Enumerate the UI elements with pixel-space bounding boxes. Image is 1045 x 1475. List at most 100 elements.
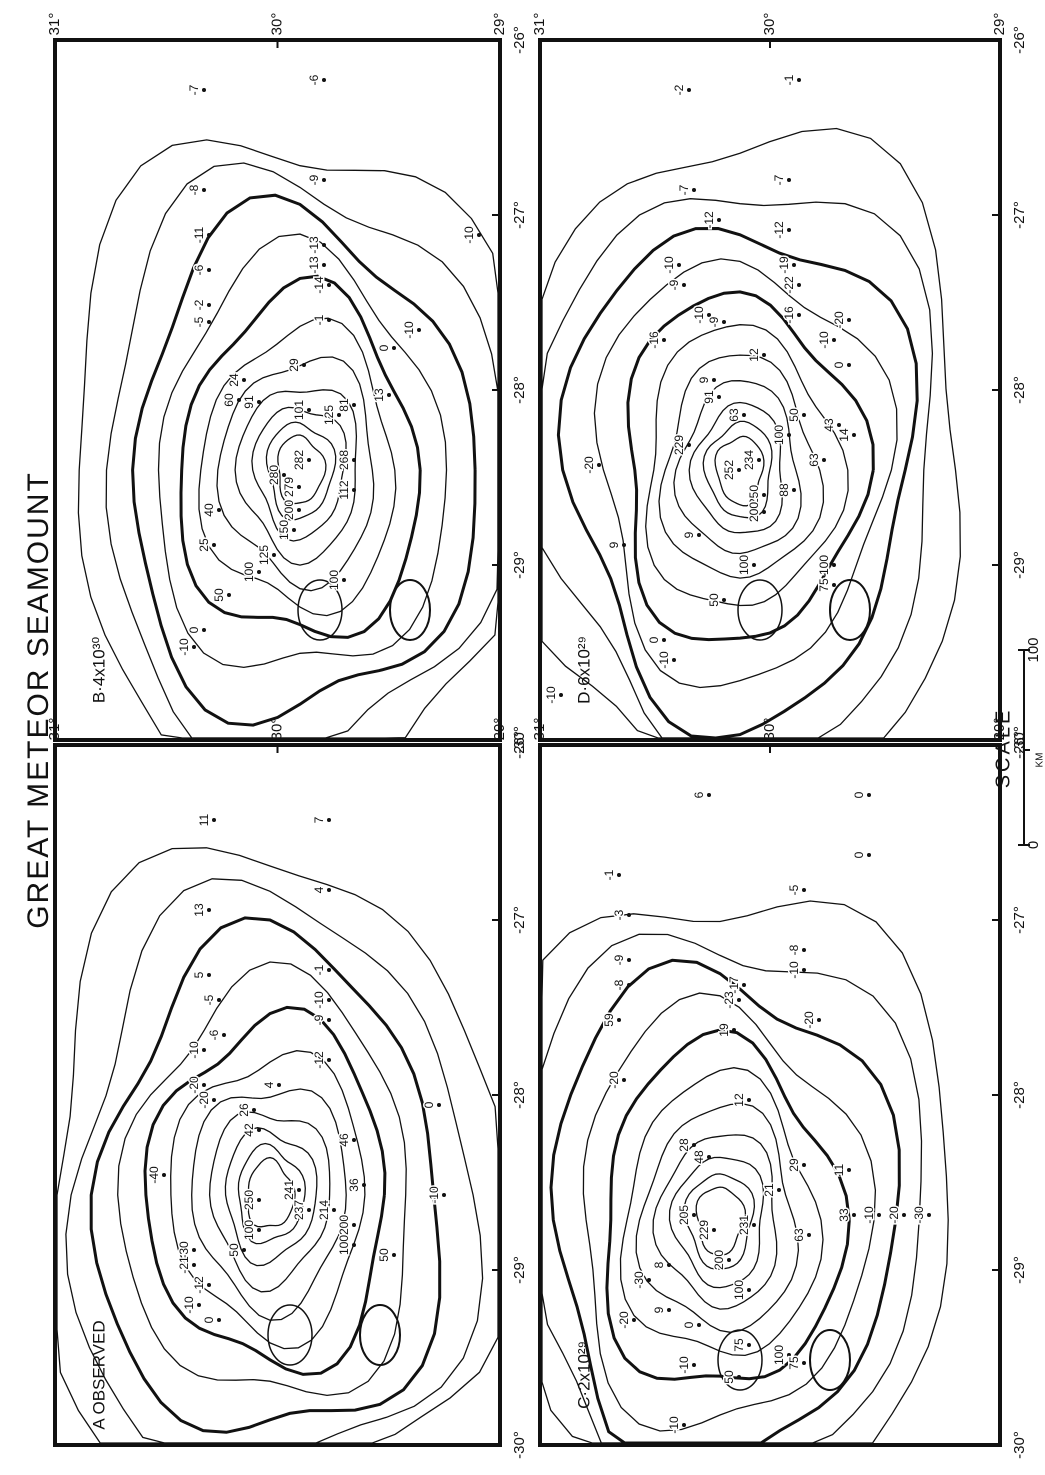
station-dot [352, 403, 356, 407]
contour-label: -10 [312, 991, 326, 1009]
station-dot [662, 638, 666, 642]
contour-label: 100 [337, 1235, 351, 1255]
contour-label: -9 [312, 1014, 326, 1025]
station-dot [847, 363, 851, 367]
contour-label: 50 [722, 1370, 736, 1384]
longitude-tick-label: -29° [1011, 551, 1028, 579]
station-dot [787, 433, 791, 437]
contour-label: 50 [227, 1243, 241, 1257]
station-dot [742, 413, 746, 417]
station-dot [257, 1128, 261, 1132]
contour-label: 75 [732, 1338, 746, 1352]
contour-label: 50 [212, 588, 226, 602]
contour-label: 7 [312, 816, 326, 823]
station-dot [327, 818, 331, 822]
station-dot [207, 268, 211, 272]
station-dot [682, 1423, 686, 1427]
station-dot [257, 1228, 261, 1232]
station-dot [392, 346, 396, 350]
station-dot [477, 233, 481, 237]
station-dot [712, 378, 716, 382]
station-dot [847, 318, 851, 322]
contour-label: 26 [237, 1103, 251, 1117]
contour-label: 88 [777, 483, 791, 497]
contour-label: 21 [762, 1183, 776, 1197]
station-dot [307, 408, 311, 412]
contour-label: -20 [187, 1076, 201, 1094]
contour-label: -8 [187, 184, 201, 195]
station-dot [662, 338, 666, 342]
station-dot [762, 510, 766, 514]
station-dot [697, 533, 701, 537]
station-dot [352, 488, 356, 492]
station-dot [797, 78, 801, 82]
contour-label: 75 [787, 1356, 801, 1370]
station-dot [227, 593, 231, 597]
contour-label: 0 [852, 791, 866, 798]
station-dot [792, 488, 796, 492]
contour-label: 279 [282, 477, 296, 497]
contour-label: -22 [782, 276, 796, 294]
contour-label: -10 [787, 961, 801, 979]
contour-label: -10 [177, 638, 191, 656]
contour-line [653, 1135, 777, 1309]
station-dot [337, 413, 341, 417]
station-dot [342, 578, 346, 582]
station-dot [762, 353, 766, 357]
contour-label: -12 [192, 1276, 206, 1294]
contour-label: 25 [197, 538, 211, 552]
longitude-tick-label: -28° [1011, 376, 1028, 404]
contour-label: -9 [307, 174, 321, 185]
contour-label: 4 [262, 1081, 276, 1088]
station-dot [277, 1083, 281, 1087]
station-dot [687, 88, 691, 92]
contour-label: 11 [832, 1163, 846, 1176]
station-dot [207, 233, 211, 237]
contour-line [810, 1330, 850, 1390]
station-dot [217, 508, 221, 512]
station-dot [322, 178, 326, 182]
contour-label: -20 [582, 456, 596, 474]
contour-label: 91 [242, 395, 256, 409]
station-dot [622, 543, 626, 547]
contour-label: 0 [852, 851, 866, 858]
contour-line [583, 993, 875, 1431]
contour-label: -20 [832, 311, 846, 329]
contour-label: -12 [312, 1051, 326, 1069]
station-dot [737, 468, 741, 472]
contour-label: 100 [772, 1345, 786, 1365]
contour-label: -14 [312, 276, 326, 294]
station-dot [707, 793, 711, 797]
contour-label: 50 [707, 593, 721, 607]
contour-label: 19 [717, 1023, 731, 1037]
station-dot [292, 528, 296, 532]
contour-label: -5 [202, 994, 216, 1005]
contour-label: -2 [672, 84, 686, 95]
station-dot [327, 283, 331, 287]
scale-tick: 0 [1025, 841, 1042, 849]
contour-label: 0 [832, 361, 846, 368]
contour-label: -10 [657, 651, 671, 669]
contour-label: 112 [337, 480, 351, 499]
contour-label: 100 [737, 555, 751, 575]
contour-label: 63 [727, 408, 741, 422]
contour-label: 125 [257, 545, 271, 565]
station-dot [387, 393, 391, 397]
station-dot [352, 1223, 356, 1227]
station-dot [202, 1083, 206, 1087]
contour-label: -8 [787, 944, 801, 955]
contour-label: -10 [544, 686, 558, 704]
contour-label: 81 [337, 398, 351, 412]
station-dot [717, 218, 721, 222]
contour-label: -1 [312, 964, 326, 975]
station-dot [307, 458, 311, 462]
contour-label: -20 [802, 1011, 816, 1029]
station-dot [327, 998, 331, 1002]
station-dot [667, 1308, 671, 1312]
station-dot [622, 1078, 626, 1082]
contour-line [594, 259, 897, 688]
contour-label: 9 [682, 531, 696, 538]
station-dot [727, 1258, 731, 1262]
contour-label: 11 [197, 813, 211, 826]
contour-label: 229 [697, 1220, 711, 1240]
